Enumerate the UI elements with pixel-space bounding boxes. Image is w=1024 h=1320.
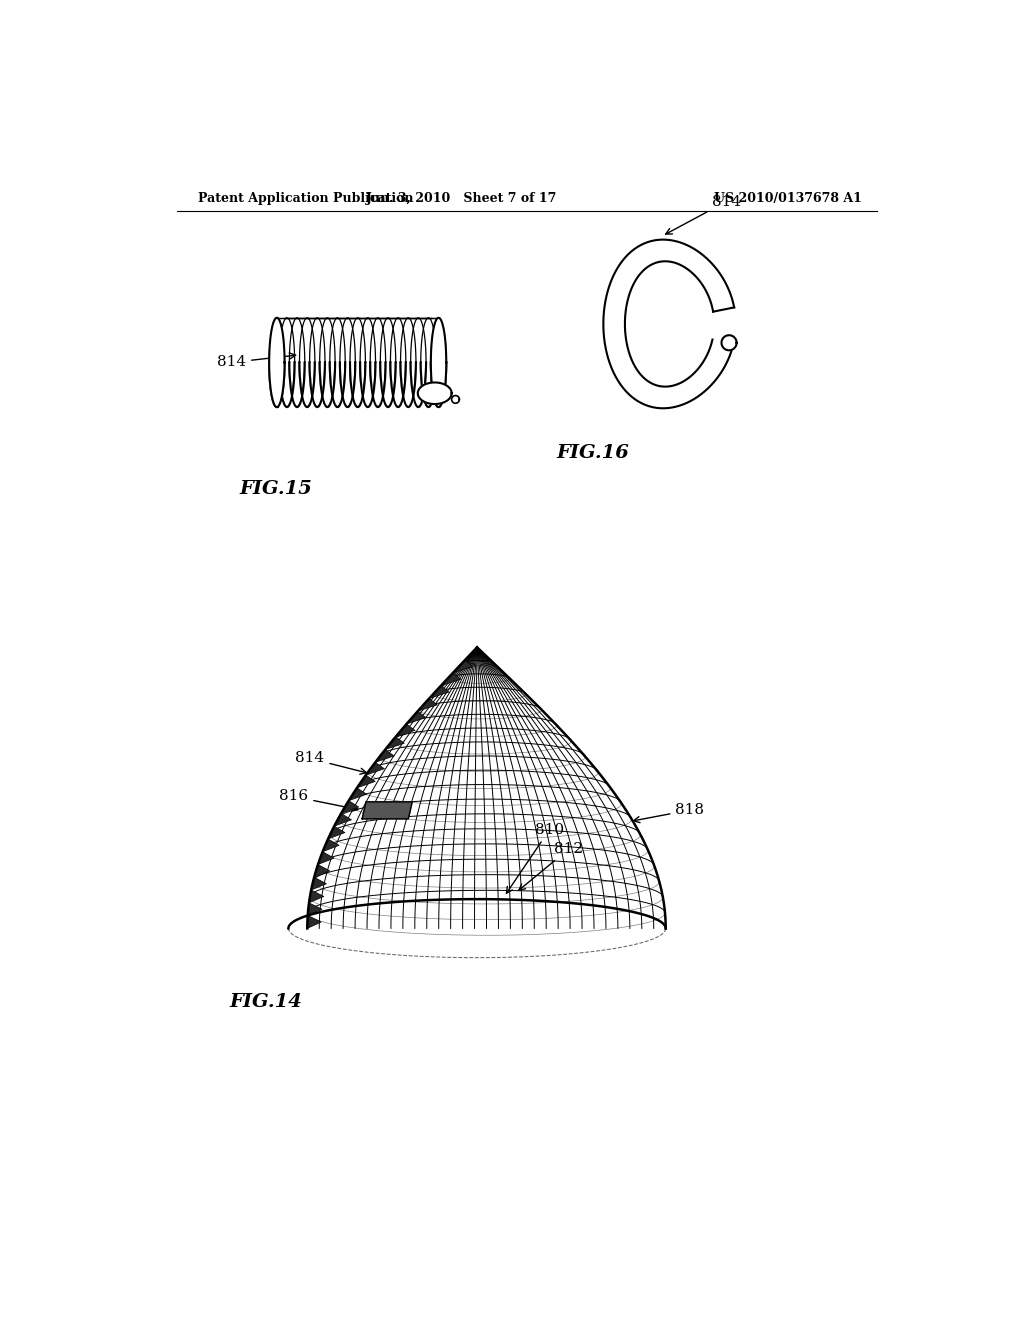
Polygon shape (334, 813, 351, 826)
Text: FIG.16: FIG.16 (556, 445, 629, 462)
Polygon shape (309, 890, 324, 903)
Polygon shape (269, 318, 285, 407)
Polygon shape (314, 865, 330, 878)
Polygon shape (418, 698, 437, 711)
Text: 812: 812 (519, 842, 584, 890)
Text: US 2010/0137678 A1: US 2010/0137678 A1 (714, 191, 862, 205)
Polygon shape (431, 318, 446, 407)
Polygon shape (328, 826, 345, 840)
Polygon shape (418, 383, 452, 404)
Text: 814: 814 (666, 194, 741, 234)
Polygon shape (376, 750, 394, 763)
Polygon shape (323, 840, 339, 851)
Polygon shape (307, 916, 322, 928)
Polygon shape (362, 801, 413, 818)
Polygon shape (395, 723, 415, 737)
Polygon shape (318, 851, 334, 865)
Polygon shape (357, 775, 375, 788)
Text: 810: 810 (507, 822, 564, 894)
Polygon shape (453, 660, 473, 673)
Text: FIG.14: FIG.14 (229, 993, 302, 1011)
Polygon shape (349, 788, 367, 801)
Text: 818: 818 (634, 803, 705, 822)
Text: FIG.15: FIG.15 (240, 480, 312, 499)
Polygon shape (311, 878, 327, 890)
Text: 816: 816 (280, 789, 358, 812)
Polygon shape (441, 673, 461, 685)
Polygon shape (722, 335, 736, 350)
Text: Jun. 3, 2010   Sheet 7 of 17: Jun. 3, 2010 Sheet 7 of 17 (366, 191, 557, 205)
Polygon shape (385, 737, 404, 750)
Text: Patent Application Publication: Patent Application Publication (199, 191, 414, 205)
Text: 814: 814 (217, 352, 296, 370)
Polygon shape (429, 685, 449, 698)
Polygon shape (407, 711, 426, 723)
Polygon shape (366, 763, 384, 775)
Polygon shape (341, 801, 358, 813)
Text: 814: 814 (295, 751, 367, 775)
Polygon shape (307, 903, 323, 916)
